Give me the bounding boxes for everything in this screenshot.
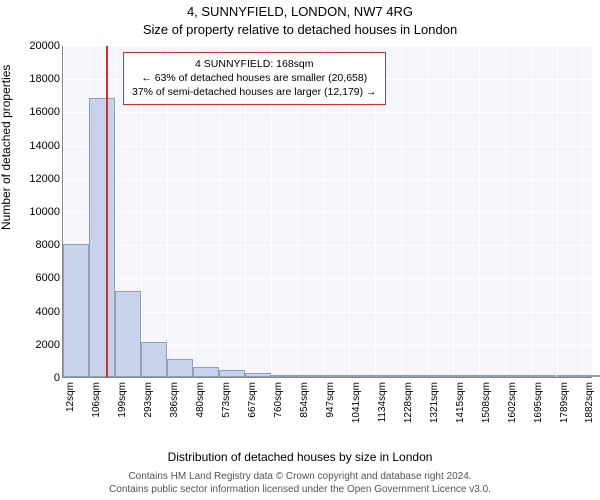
gridline-h [63, 212, 592, 213]
x-tick-label: 573sqm [221, 382, 232, 418]
y-tick-label: 20000 [10, 40, 60, 52]
x-tick-label: 1882sqm [584, 382, 595, 423]
y-tick-label: 18000 [10, 73, 60, 85]
histogram-bar [582, 375, 600, 377]
x-tick-label: 667sqm [247, 382, 258, 418]
y-tick-label: 14000 [10, 140, 60, 152]
y-tick-label: 16000 [10, 106, 60, 118]
histogram-bar [219, 370, 245, 377]
y-tick-label: 12000 [10, 173, 60, 185]
gridline-h [63, 312, 592, 313]
histogram-bar [167, 359, 193, 377]
x-tick-label: 1695sqm [533, 382, 544, 423]
x-tick-label: 199sqm [117, 382, 128, 418]
histogram-bar [193, 367, 219, 377]
y-tick-label: 8000 [10, 239, 60, 251]
histogram-bar [271, 375, 297, 377]
annotation-box: 4 SUNNYFIELD: 168sqm ← 63% of detached h… [123, 52, 386, 105]
y-tick-label: 4000 [10, 306, 60, 318]
gridline-h [63, 245, 592, 246]
histogram-bar [557, 375, 583, 377]
gridline-v [582, 46, 583, 377]
x-tick-label: 1041sqm [351, 382, 362, 423]
gridline-v [453, 46, 454, 377]
histogram-bar [349, 375, 375, 377]
x-tick-label: 106sqm [91, 382, 102, 418]
footer-line1: Contains HM Land Registry data © Crown c… [0, 470, 600, 483]
histogram-bar [531, 375, 557, 377]
histogram-bar [427, 375, 453, 377]
gridline-h [63, 278, 592, 279]
gridline-v [401, 46, 402, 377]
x-tick-label: 1789sqm [559, 382, 570, 423]
histogram-bar [63, 244, 89, 377]
gridline-h [63, 46, 592, 47]
histogram-bar [323, 375, 349, 377]
gridline-h [63, 112, 592, 113]
gridline-v [479, 46, 480, 377]
chart-subtitle: Size of property relative to detached ho… [0, 22, 600, 37]
gridline-v [427, 46, 428, 377]
histogram-bar [115, 291, 141, 377]
histogram-bar [453, 375, 479, 377]
x-tick-label: 1134sqm [377, 382, 388, 422]
annotation-line3: 37% of semi-detached houses are larger (… [132, 85, 377, 99]
gridline-h [63, 179, 592, 180]
x-tick-label: 1508sqm [481, 382, 492, 423]
y-tick-label: 2000 [10, 339, 60, 351]
gridline-v [531, 46, 532, 377]
y-tick-label: 0 [10, 372, 60, 384]
x-axis-label: Distribution of detached houses by size … [0, 450, 600, 464]
x-tick-label: 293sqm [143, 382, 154, 418]
x-tick-label: 854sqm [299, 382, 310, 418]
annotation-line1: 4 SUNNYFIELD: 168sqm [132, 57, 377, 71]
histogram-bar [375, 375, 401, 377]
histogram-bar [89, 98, 115, 377]
y-tick-label: 10000 [10, 206, 60, 218]
x-tick-label: 947sqm [325, 382, 336, 418]
histogram-bar [297, 375, 323, 377]
x-tick-label: 1228sqm [403, 382, 414, 423]
x-tick-label: 1415sqm [455, 382, 466, 423]
histogram-bar [141, 342, 167, 377]
x-tick-label: 480sqm [195, 382, 206, 418]
property-size-chart: 4, SUNNYFIELD, LONDON, NW7 4RG Size of p… [0, 0, 600, 500]
gridline-h [63, 146, 592, 147]
histogram-bar [479, 375, 505, 377]
histogram-bar [401, 375, 427, 377]
footer-line2: Contains public sector information licen… [0, 483, 600, 496]
x-tick-label: 386sqm [169, 382, 180, 418]
chart-footer: Contains HM Land Registry data © Crown c… [0, 470, 600, 496]
y-tick-label: 6000 [10, 272, 60, 284]
histogram-bar [505, 375, 531, 377]
x-tick-label: 1321sqm [429, 382, 440, 423]
gridline-v [505, 46, 506, 377]
property-marker-line [106, 46, 108, 377]
plot-area: 4 SUNNYFIELD: 168sqm ← 63% of detached h… [62, 46, 592, 378]
annotation-line2: ← 63% of detached houses are smaller (20… [132, 71, 377, 85]
x-tick-label: 12sqm [65, 382, 76, 412]
gridline-v [557, 46, 558, 377]
histogram-bar [245, 373, 271, 377]
chart-title-address: 4, SUNNYFIELD, LONDON, NW7 4RG [0, 4, 600, 19]
x-tick-label: 760sqm [273, 382, 284, 418]
x-tick-label: 1602sqm [507, 382, 518, 423]
